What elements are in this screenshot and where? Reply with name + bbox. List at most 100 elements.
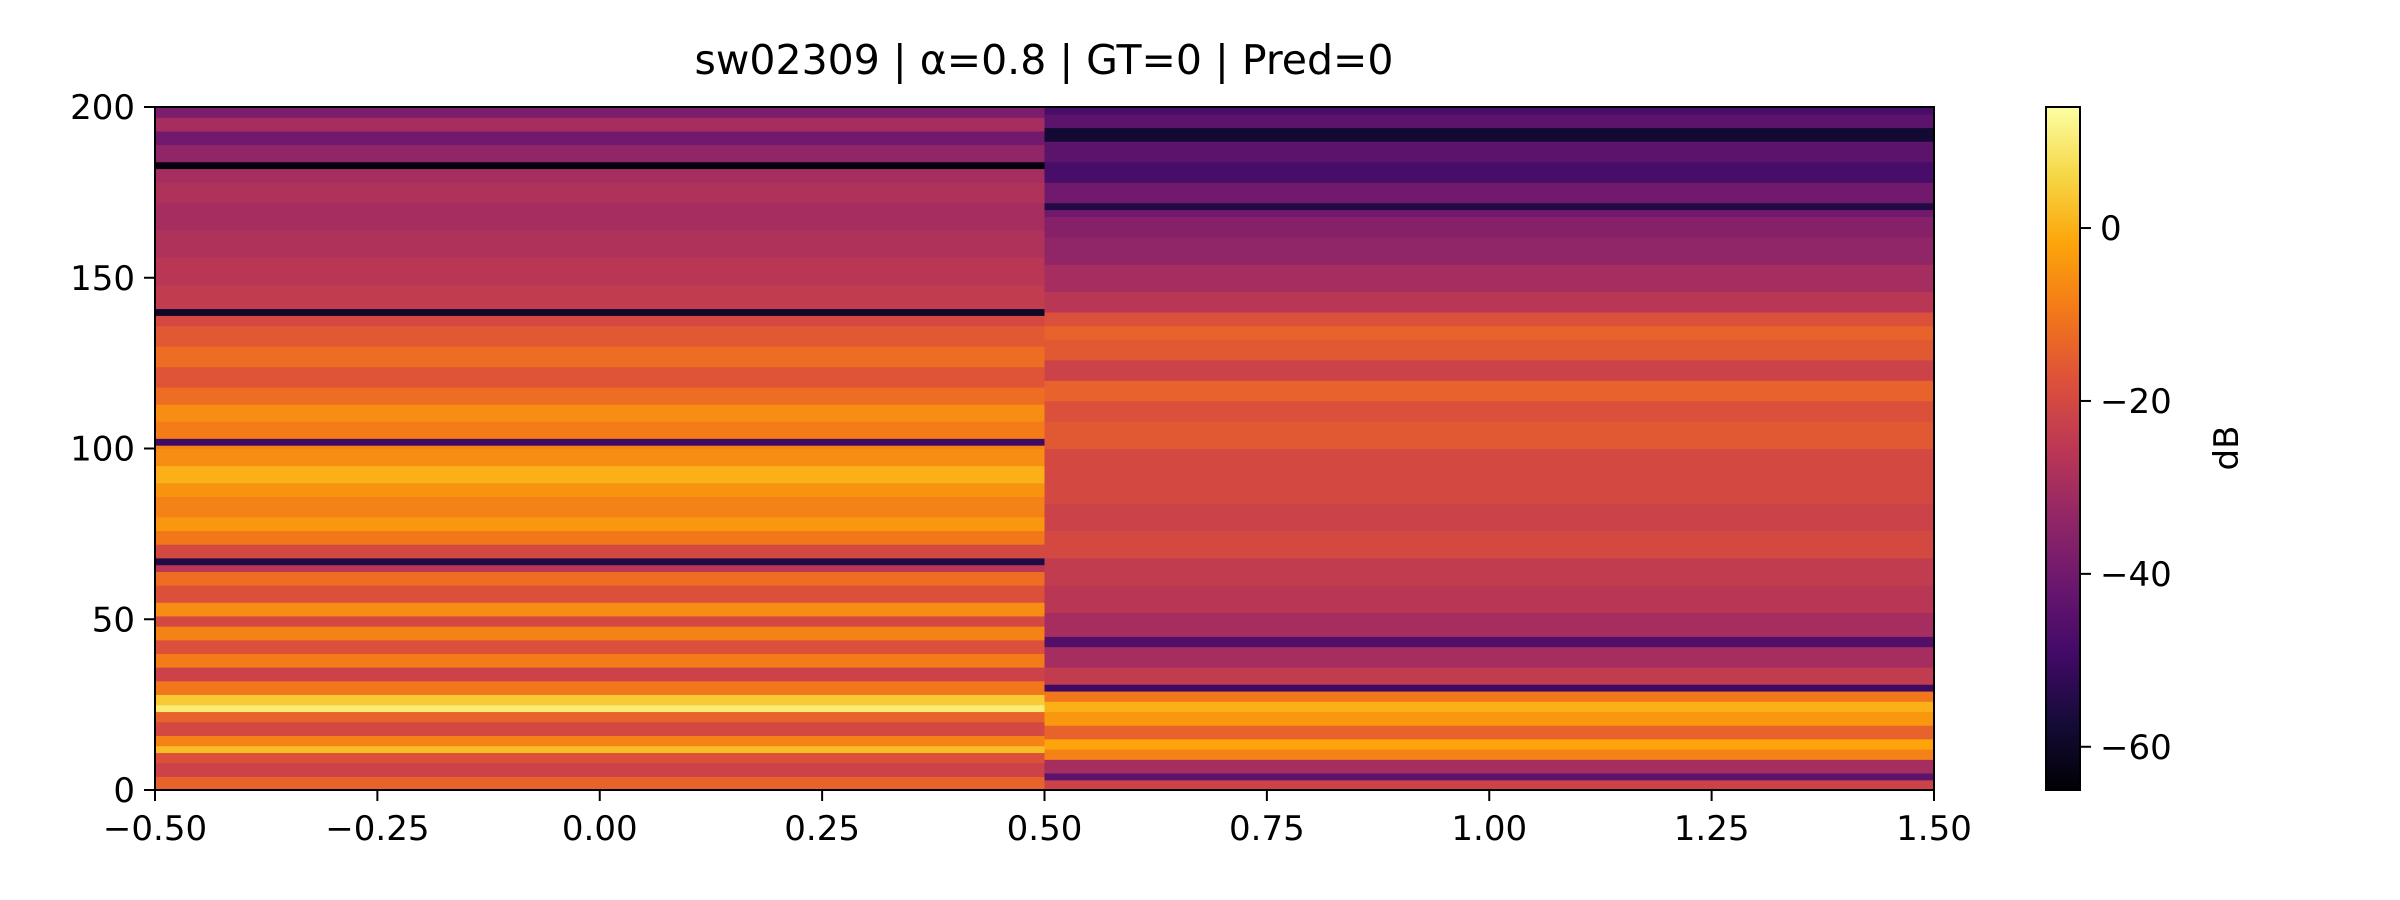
- heatmap-cell: [155, 721, 1046, 736]
- x-tick-label: −0.25: [325, 809, 429, 849]
- heatmap-cell: [1044, 725, 1934, 740]
- heatmap-cell: [155, 571, 1046, 586]
- y-tick-label: 0: [113, 771, 135, 811]
- heatmap-cell: [1044, 701, 1934, 713]
- heatmap-cell: [155, 585, 1046, 603]
- heatmap-cell: [155, 257, 1046, 286]
- heatmap-cell: [155, 448, 1046, 467]
- heatmap-cell: [1044, 646, 1934, 668]
- heatmap-cell: [155, 680, 1046, 695]
- heatmap-cell: [155, 182, 1046, 204]
- heatmap-cell: [155, 346, 1046, 368]
- chart-title: sw02309 | α=0.8 | GT=0 | Pred=0: [695, 36, 1394, 84]
- heatmap-cell: [1044, 325, 1934, 340]
- heatmap-cell: [155, 752, 1046, 764]
- heatmap-cell: [1044, 311, 1934, 327]
- heatmap-cell: [1044, 738, 1934, 750]
- heatmap-cell: [1044, 182, 1934, 204]
- heatmap-cell: [1044, 127, 1934, 142]
- heatmap-cell: [1044, 667, 1934, 685]
- heatmap-cell: [155, 130, 1046, 146]
- heatmap-cell: [155, 745, 1046, 754]
- heatmap-cell: [155, 557, 1046, 566]
- x-tick-label: 1.25: [1674, 809, 1750, 849]
- colorbar-tick-label: −40: [2100, 555, 2172, 595]
- heatmap-cell: [155, 438, 1046, 446]
- y-tick-label: 100: [70, 430, 135, 470]
- heatmap-cell: [1044, 380, 1934, 402]
- colorbar-tick-label: −60: [2100, 728, 2172, 768]
- heatmap-cell: [155, 735, 1046, 747]
- heatmap-cell: [155, 387, 1046, 405]
- heatmap-cell: [155, 168, 1046, 183]
- heatmap-cell: [1044, 772, 1934, 781]
- heatmap-cell: [155, 144, 1046, 163]
- heatmap: [155, 107, 1934, 791]
- heatmap-cell: [155, 639, 1046, 654]
- heatmap-cell: [155, 564, 1046, 573]
- heatmap-cell: [1044, 107, 1934, 115]
- heatmap-cell: [1044, 690, 1934, 702]
- heatmap-cell: [1044, 749, 1934, 760]
- heatmap-cell: [1044, 530, 1934, 559]
- heatmap-cell: [155, 445, 1046, 450]
- x-axis: −0.50 −0.25 0.00 0.25 0.50 0.75 1.00 1.25 1.50: [103, 790, 1972, 849]
- colorbar-tick-label: −20: [2100, 382, 2172, 422]
- heatmap-cell: [155, 284, 1046, 310]
- y-axis: 0 50 100 150 200: [70, 88, 155, 811]
- heatmap-cell: [155, 496, 1046, 518]
- heatmap-cell: [1044, 779, 1934, 791]
- heatmap-cell: [155, 366, 1046, 388]
- heatmap-cell: [1044, 113, 1934, 129]
- heatmap-cell: [1044, 684, 1934, 692]
- x-tick-label: 0.75: [1229, 809, 1305, 849]
- x-tick-label: 1.50: [1896, 809, 1972, 849]
- heatmap-cell: [155, 711, 1046, 723]
- heatmap-cell: [155, 421, 1046, 439]
- heatmap-cell: [155, 653, 1046, 668]
- heatmap-cell: [155, 704, 1046, 713]
- colorbar: [2045, 106, 2081, 791]
- heatmap-cell: [155, 482, 1046, 497]
- heatmap-cell: [155, 694, 1046, 706]
- heatmap-cell: [155, 404, 1046, 422]
- heatmap-cell: [1044, 612, 1934, 637]
- x-tick-label: 0.00: [562, 809, 638, 849]
- heatmap-cell: [155, 161, 1046, 170]
- heatmap-cell: [155, 325, 1046, 347]
- heatmap-cell: [155, 465, 1046, 484]
- heatmap-cell: [155, 202, 1046, 231]
- heatmap-cell: [1044, 557, 1934, 586]
- heatmap-cell: [1044, 475, 1934, 504]
- heatmap-cell: [155, 626, 1046, 641]
- heatmap-cell: [1044, 141, 1934, 163]
- heatmap-cell: [155, 615, 1046, 627]
- x-tick-label: 0.50: [1007, 809, 1083, 849]
- heatmap-cell: [155, 762, 1046, 777]
- heatmap-cell: [1044, 359, 1934, 381]
- x-tick-label: −0.50: [103, 809, 207, 849]
- heatmap-cell: [155, 516, 1046, 532]
- heatmap-cell: [1044, 711, 1934, 726]
- heatmap-cell: [155, 107, 1046, 118]
- heatmap-cell: [155, 315, 1046, 327]
- heatmap-cell: [155, 544, 1046, 559]
- heatmap-cell: [1044, 421, 1934, 450]
- heatmap-cell: [1044, 291, 1934, 313]
- y-tick-label: 150: [70, 259, 135, 299]
- heatmap-cell: [1044, 236, 1934, 265]
- heatmap-cell: [1044, 636, 1934, 648]
- heatmap-cell: [1044, 209, 1934, 217]
- heatmap-cell: [155, 229, 1046, 258]
- colorbar-axis: 0 −20 −40 −60: [2080, 209, 2172, 768]
- x-tick-label: 1.00: [1451, 809, 1527, 849]
- heatmap-cell: [155, 308, 1046, 316]
- heatmap-cell: [155, 117, 1046, 132]
- heatmap-cell: [1044, 264, 1934, 293]
- heatmap-cell: [1044, 448, 1934, 477]
- heatmap-cell: [1044, 202, 1934, 211]
- colorbar-label: dB: [2207, 426, 2247, 471]
- heatmap-cell: [1044, 216, 1934, 238]
- heatmap-cell: [1044, 503, 1934, 532]
